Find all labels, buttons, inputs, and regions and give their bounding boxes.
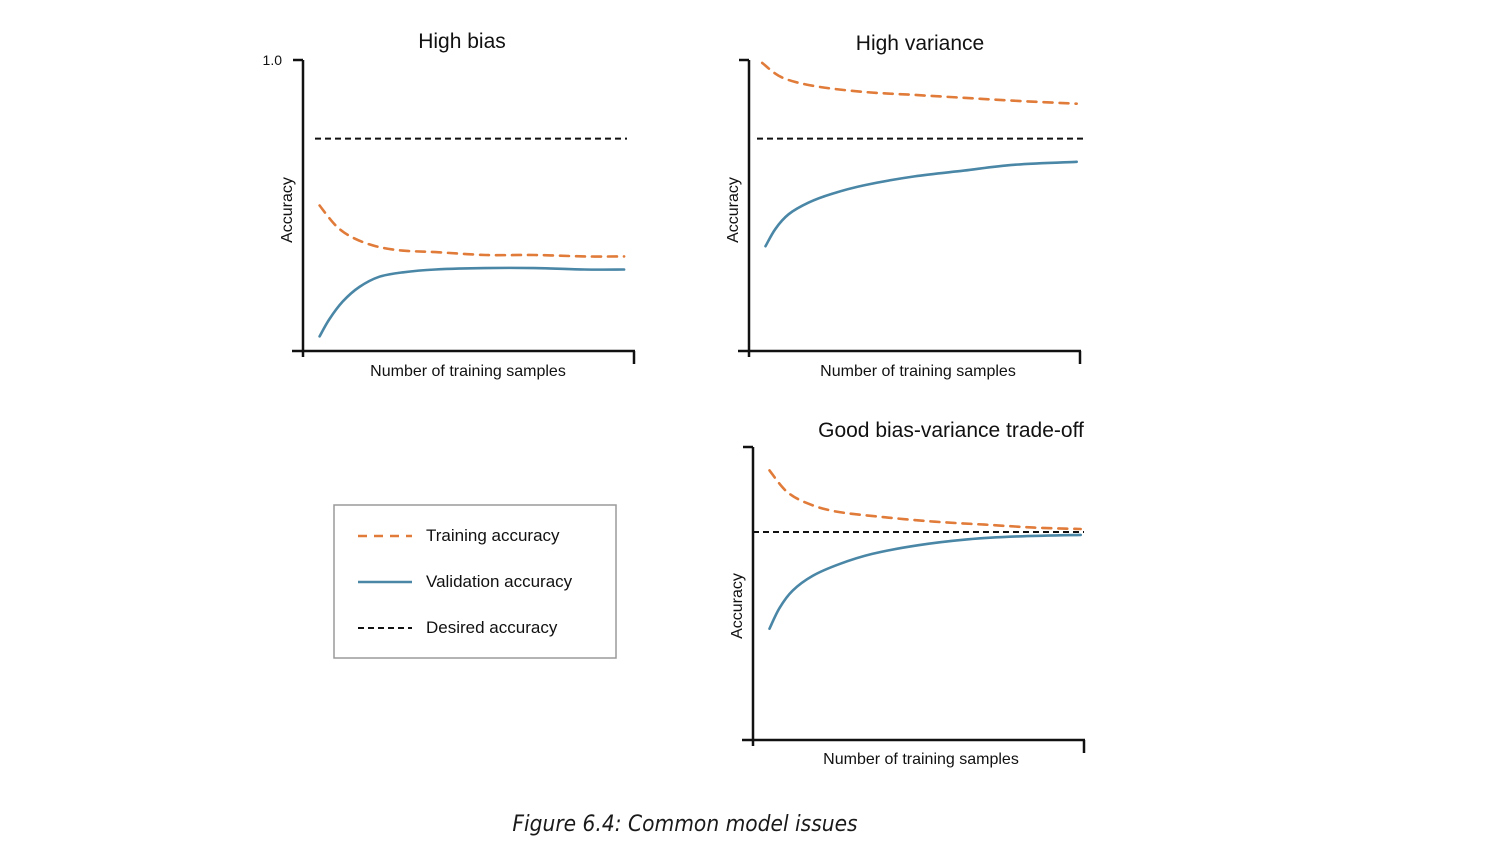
chart-title: Good bias-variance trade-off bbox=[818, 419, 1084, 442]
x-axis-label: Number of training samples bbox=[820, 363, 1016, 380]
legend-label-validation: Validation accuracy bbox=[426, 572, 573, 591]
chart-good-tradeoff: Good bias-variance trade-off Accuracy Nu… bbox=[729, 419, 1086, 768]
validation-accuracy-line bbox=[764, 160, 1078, 248]
chart-title: High bias bbox=[418, 30, 506, 53]
y-axis-label: Accuracy bbox=[725, 177, 742, 243]
legend: Training accuracy Validation accuracy De… bbox=[333, 504, 617, 659]
x-axis-label: Number of training samples bbox=[370, 363, 566, 380]
x-axis-label: Number of training samples bbox=[823, 751, 1019, 768]
chart-high-bias: High bias 1.0 Accuracy Number of trainin… bbox=[263, 30, 636, 380]
y-axis-label: Accuracy bbox=[729, 573, 746, 639]
training-accuracy-line bbox=[318, 204, 626, 258]
chart-high-variance: High variance Accuracy Number of trainin… bbox=[725, 32, 1084, 380]
figure-caption: Figure 6.4: Common model issues bbox=[512, 812, 858, 837]
legend-label-desired: Desired accuracy bbox=[426, 618, 558, 637]
plot-area bbox=[315, 137, 627, 338]
plot-area bbox=[757, 61, 1084, 248]
y-axis-label: Accuracy bbox=[279, 177, 296, 243]
validation-accuracy-line bbox=[318, 266, 626, 338]
training-accuracy-line bbox=[760, 61, 1078, 105]
plot-area bbox=[753, 469, 1084, 630]
legend-label-training: Training accuracy bbox=[426, 526, 560, 545]
chart-title: High variance bbox=[856, 32, 984, 55]
training-accuracy-line bbox=[768, 469, 1082, 531]
validation-accuracy-line bbox=[768, 533, 1082, 630]
y-tick-label: 1.0 bbox=[263, 52, 283, 68]
